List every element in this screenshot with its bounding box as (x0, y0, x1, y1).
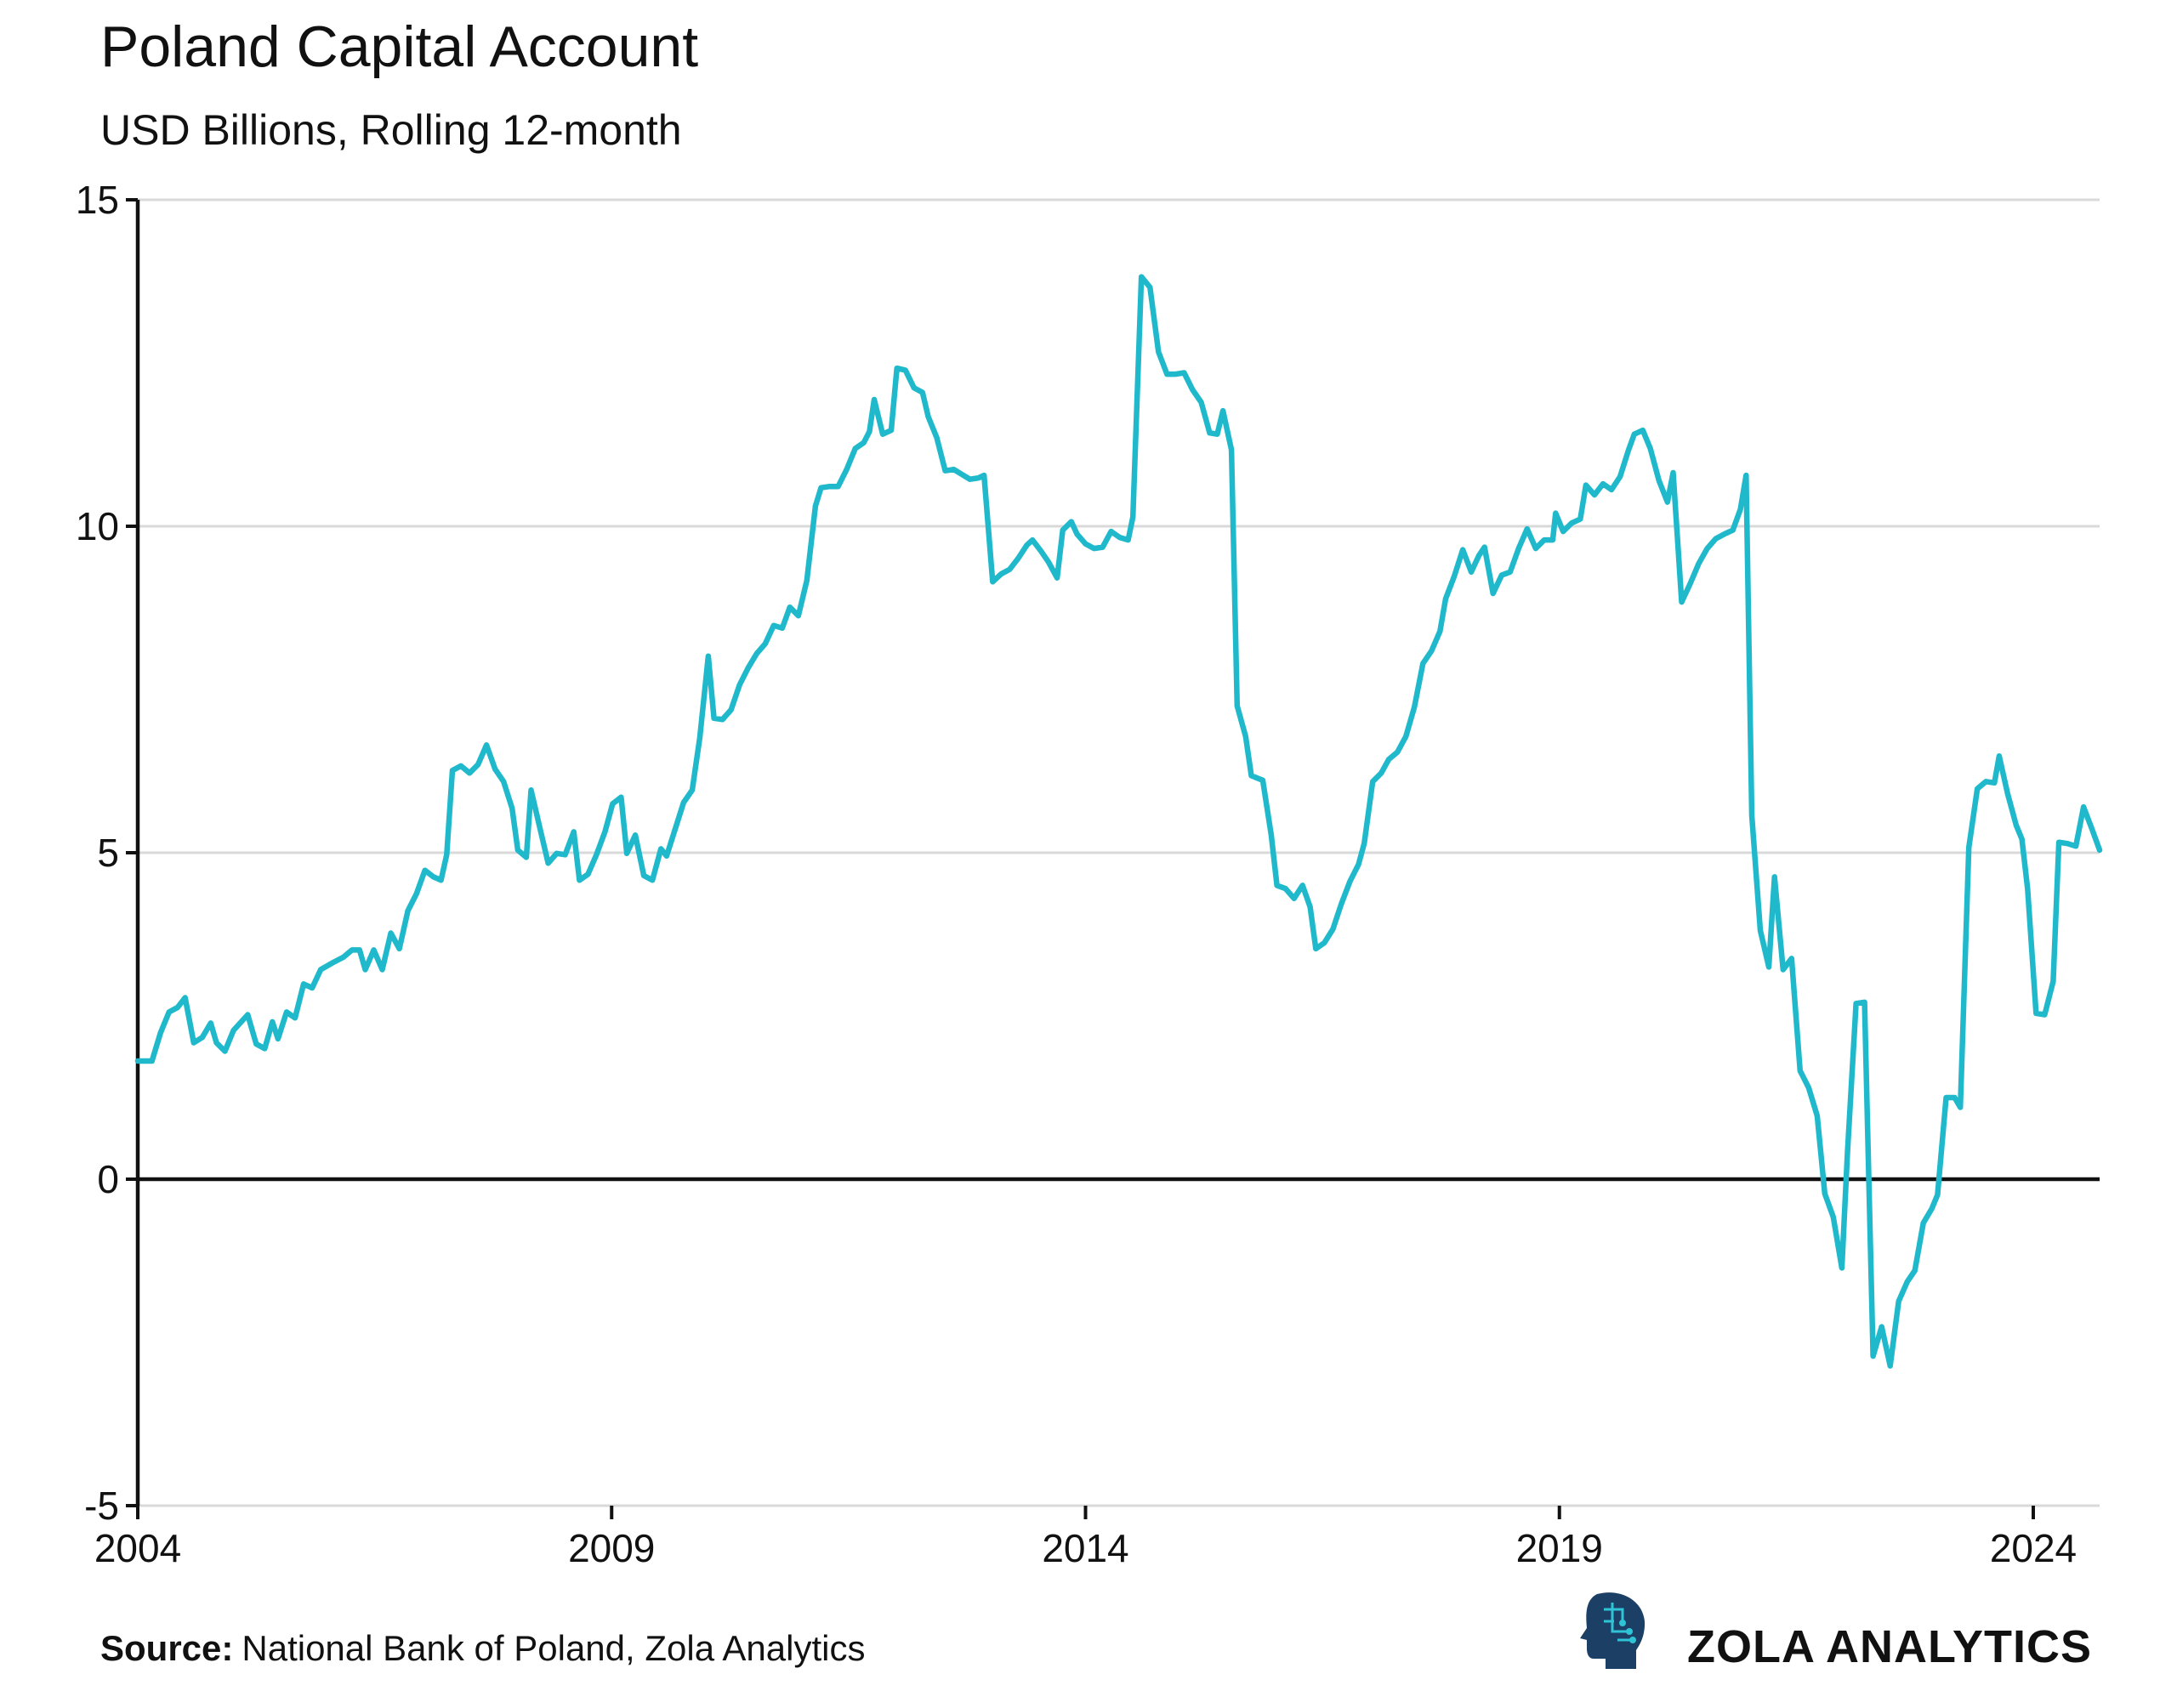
source-text: National Bank of Poland, Zola Analytics (242, 1628, 865, 1668)
y-tick-label: 0 (97, 1157, 119, 1201)
y-tick-label: 15 (76, 178, 119, 222)
chart-subtitle: USD Billions, Rolling 12-month (100, 106, 682, 154)
y-tick-label: 10 (76, 504, 119, 548)
source-label: Source: (100, 1628, 233, 1668)
chart-title: Poland Capital Account (100, 14, 698, 79)
source: Source: National Bank of Poland, Zola Ana… (100, 1628, 865, 1668)
x-tick-label: 2009 (568, 1526, 655, 1570)
logo-node (1626, 1628, 1633, 1635)
x-tick-label: 2019 (1516, 1526, 1603, 1570)
x-tick-label: 2024 (1990, 1526, 2077, 1570)
logo-node (1629, 1637, 1636, 1643)
y-tick-label: 5 (97, 831, 119, 875)
brand-logo (1580, 1592, 1646, 1669)
y-tick-label: -5 (84, 1484, 119, 1528)
logo-circuit (1604, 1603, 1633, 1642)
data-line (134, 274, 2103, 1369)
x-tick-label: 2004 (94, 1526, 181, 1570)
logo-node (1619, 1620, 1626, 1626)
x-tick-label: 2014 (1042, 1526, 1128, 1570)
brand-name: ZOLA ANALYTICS (1687, 1621, 2092, 1672)
